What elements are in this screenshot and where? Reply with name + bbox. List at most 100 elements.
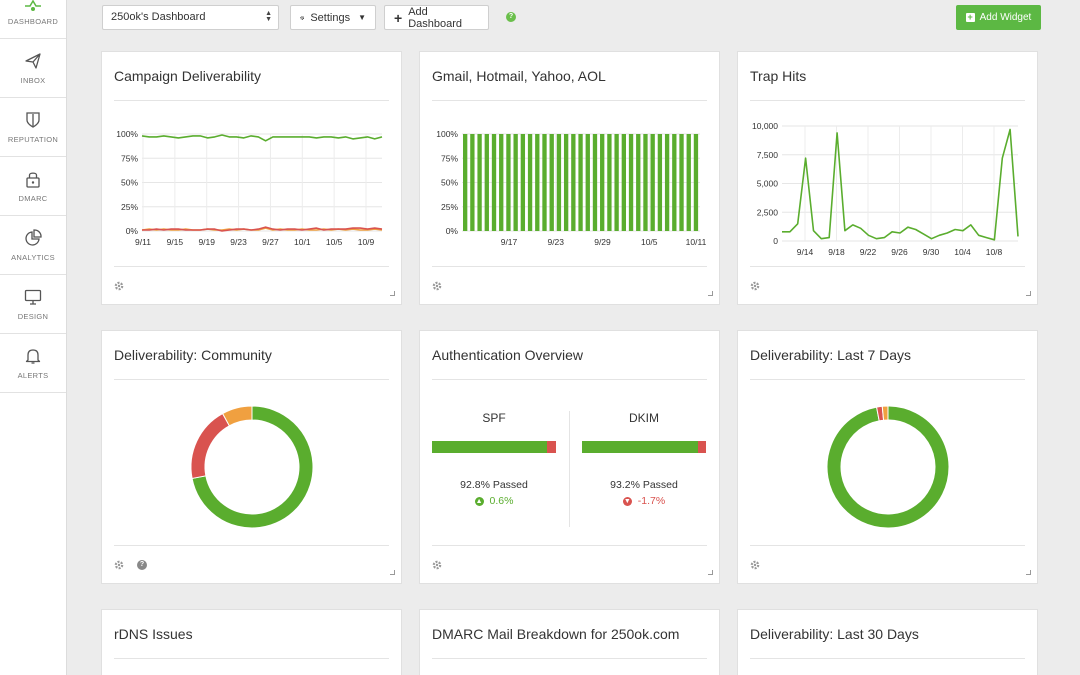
bar (600, 134, 605, 231)
x-tick-label: 9/17 (501, 237, 518, 247)
dkim-passed-text: 93.2% Passed (610, 479, 678, 491)
nav-dmarc-label: DMARC (18, 194, 48, 203)
bar (628, 134, 634, 231)
divider (432, 266, 707, 267)
nav-design[interactable]: DESIGN (0, 275, 66, 334)
resize-handle-icon[interactable] (1026, 570, 1031, 575)
widget-title: Campaign Deliverability (114, 68, 262, 84)
dashboard-select-value: 250ok's Dashboard (111, 11, 206, 23)
bar (679, 134, 684, 231)
bar (607, 134, 612, 231)
series-line-delivered (141, 134, 383, 142)
x-tick-label: 9/14 (797, 247, 814, 257)
gear-icon[interactable] (114, 281, 124, 291)
bar (585, 134, 590, 231)
bar (527, 134, 533, 231)
nav-analytics-label: ANALYTICS (11, 253, 55, 262)
x-tick-label: 9/18 (828, 247, 845, 257)
x-tick-label: 9/27 (262, 237, 279, 247)
arrow-down-icon: ▼ (622, 496, 632, 506)
resize-handle-icon[interactable] (390, 570, 395, 575)
divider (750, 545, 1025, 546)
dkim-label: DKIM (629, 411, 659, 425)
bar (614, 134, 619, 231)
caret-down-icon: ▼ (358, 13, 366, 22)
x-tick-label: 10/8 (986, 247, 1003, 257)
y-tick-label: 100% (116, 129, 138, 139)
dkim-pass-segment (582, 441, 698, 453)
dashboard-select[interactable]: 250ok's Dashboard ▲ ▼ (102, 5, 279, 30)
y-tick-label: 50% (441, 178, 458, 188)
y-tick-label: 0% (446, 226, 459, 236)
nav-analytics[interactable]: ANALYTICS (0, 216, 66, 275)
settings-button[interactable]: Settings ▼ (290, 5, 376, 30)
trap-hits-line-chart: 10,000 7,500 5,000 2,500 0 9/14 9/18 9/22 9/26 9/… (752, 121, 1019, 257)
widget-authentication-overview: Authentication Overview SPF 92.8% Passed… (419, 330, 720, 584)
widget-campaign-deliverability: Campaign Deliverability 100% 75% 50% 25% 0% 9… (101, 51, 402, 305)
series-line-missing (142, 226, 383, 232)
series-line-trap-hits (782, 128, 1019, 241)
gear-icon[interactable] (750, 560, 760, 570)
y-tick-label: 25% (441, 202, 458, 212)
x-tick-label: 9/23 (547, 237, 564, 247)
y-tick-label: 0 (773, 236, 778, 246)
add-dashboard-button[interactable]: + Add Dashboard (384, 5, 489, 30)
gear-icon[interactable] (114, 560, 124, 570)
top-toolbar: 250ok's Dashboard ▲ ▼ Settings ▼ + Add Da… (67, 0, 1080, 40)
nav-alerts-label: ALERTS (17, 371, 49, 380)
nav-alerts[interactable]: ALERTS (0, 334, 66, 393)
resize-handle-icon[interactable] (390, 291, 395, 296)
dkim-column: DKIM 93.2% Passed ▼ -1.7% (582, 411, 706, 507)
gear-icon[interactable] (750, 281, 760, 291)
x-tick-label: 10/5 (326, 237, 343, 247)
dkim-fail-segment (697, 441, 706, 453)
resize-handle-icon[interactable] (708, 570, 713, 575)
nav-dmarc[interactable]: DMARC (0, 157, 66, 216)
dkim-pass-bar (582, 441, 706, 453)
nav-reputation-label: REPUTATION (7, 135, 59, 144)
bar (549, 134, 554, 231)
pie-slice-spam (881, 405, 889, 421)
nav-design-label: DESIGN (17, 312, 49, 321)
widget-title: Authentication Overview (432, 347, 583, 363)
spf-pass-segment (432, 441, 548, 453)
resize-handle-icon[interactable] (708, 291, 713, 296)
resize-handle-icon[interactable] (1026, 291, 1031, 296)
y-tick-label: 50% (121, 178, 138, 188)
y-tick-label: 100% (436, 129, 458, 139)
community-donut-chart (190, 405, 314, 529)
x-tick-label: 9/29 (594, 237, 611, 247)
nav-reputation[interactable]: REPUTATION (0, 98, 66, 157)
nav-dashboard[interactable]: DASHBOARD (0, 0, 66, 39)
bar (470, 134, 475, 231)
bar (491, 134, 497, 231)
y-tick-label: 7,500 (757, 150, 779, 160)
bar (520, 134, 526, 231)
x-tick-label: 9/11 (135, 237, 151, 247)
gear-icon[interactable] (432, 281, 442, 291)
bar (636, 134, 641, 231)
gear-icon[interactable] (432, 560, 442, 570)
help-icon[interactable]: ? (506, 12, 516, 22)
y-tick-label: 0% (126, 226, 139, 236)
paper-plane-icon (23, 51, 43, 71)
divider (750, 379, 1025, 380)
bar (592, 134, 598, 231)
spf-pass-bar (432, 441, 556, 453)
gear-icon (300, 15, 305, 20)
divider (432, 100, 707, 101)
bar (535, 134, 540, 231)
divider (750, 266, 1025, 267)
bar (693, 134, 699, 231)
divider (114, 100, 389, 101)
divider (432, 658, 707, 659)
x-tick-label: 9/23 (230, 237, 247, 247)
nav-inbox[interactable]: INBOX (0, 39, 66, 98)
y-tick-label: 10,000 (752, 121, 778, 131)
bar (657, 134, 663, 231)
add-widget-button[interactable]: + Add Widget (956, 5, 1041, 30)
nav-inbox-label: INBOX (20, 76, 46, 85)
help-icon[interactable]: ? (137, 560, 147, 570)
bar (571, 134, 576, 231)
divider (114, 658, 389, 659)
